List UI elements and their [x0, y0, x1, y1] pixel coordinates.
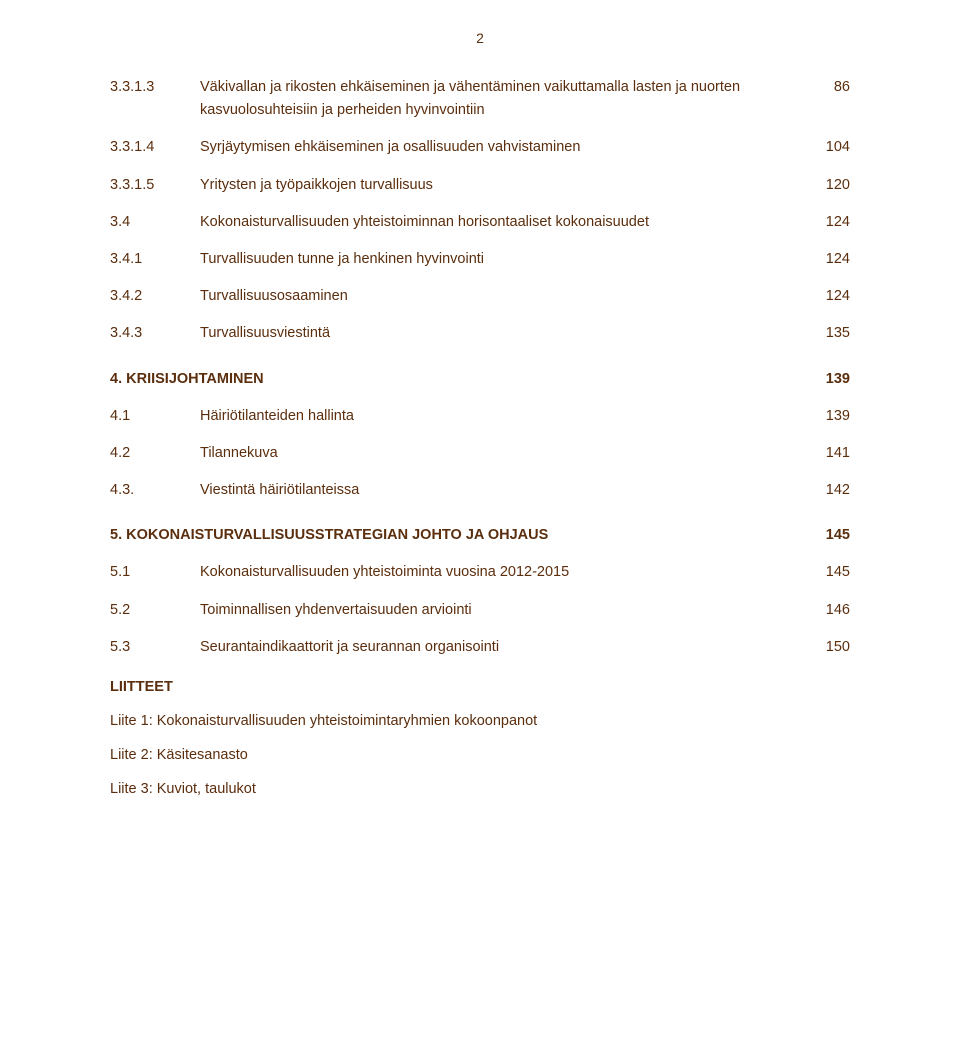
toc-page: 120 — [800, 174, 850, 197]
toc-page: 124 — [800, 248, 850, 271]
toc-page: 135 — [800, 322, 850, 345]
toc-page: 104 — [800, 136, 850, 159]
toc-entry: 3.4.1 Turvallisuuden tunne ja henkinen h… — [110, 248, 850, 271]
toc-page: 124 — [800, 285, 850, 308]
toc-id: 3.4.1 — [110, 248, 200, 271]
toc-page: 124 — [800, 211, 850, 234]
toc-id: 5.2 — [110, 599, 200, 622]
toc-entry: 3.3.1.5 Yritysten ja työpaikkojen turval… — [110, 174, 850, 197]
document-page: 2 3.3.1.3 Väkivallan ja rikosten ehkäise… — [55, 0, 905, 855]
toc-title: Toiminnallisen yhdenvertaisuuden arvioin… — [200, 599, 800, 622]
toc-entry: 5.1 Kokonaisturvallisuuden yhteistoimint… — [110, 561, 850, 584]
toc-title: Häiriötilanteiden hallinta — [200, 405, 800, 428]
toc-entry: 3.4.2 Turvallisuusosaaminen 124 — [110, 285, 850, 308]
toc-entry: 3.3.1.4 Syrjäytymisen ehkäiseminen ja os… — [110, 136, 850, 159]
toc-id: 5.1 — [110, 561, 200, 584]
toc-title: Kokonaisturvallisuuden yhteistoiminnan h… — [200, 211, 800, 234]
page-number: 2 — [110, 30, 850, 46]
toc-title: Seurantaindikaattorit ja seurannan organ… — [200, 636, 800, 659]
toc-section-heading: 5. KOKONAISTURVALLISUUSSTRATEGIAN JOHTO … — [110, 524, 850, 547]
toc-page: 150 — [800, 636, 850, 659]
toc-page: 142 — [800, 479, 850, 502]
toc-id: 4.3. — [110, 479, 200, 502]
toc-id: 3.4 — [110, 211, 200, 234]
appendix-heading: LIITTEET — [110, 679, 850, 695]
appendix-block: LIITTEET Liite 1: Kokonaisturvallisuuden… — [110, 679, 850, 797]
toc-entry: 4.2 Tilannekuva 141 — [110, 442, 850, 465]
toc-entry: 5.2 Toiminnallisen yhdenvertaisuuden arv… — [110, 599, 850, 622]
toc-id: 5.3 — [110, 636, 200, 659]
toc-entry: 4.3. Viestintä häiriötilanteissa 142 — [110, 479, 850, 502]
toc-title: Turvallisuusosaaminen — [200, 285, 800, 308]
appendix-item: Liite 1: Kokonaisturvallisuuden yhteisto… — [110, 713, 850, 729]
toc-title: Yritysten ja työpaikkojen turvallisuus — [200, 174, 800, 197]
toc-title: Väkivallan ja rikosten ehkäiseminen ja v… — [200, 76, 800, 122]
toc-page: 139 — [800, 368, 850, 391]
toc-id: 3.3.1.4 — [110, 136, 200, 159]
toc-entry: 3.4.3 Turvallisuusviestintä 135 — [110, 322, 850, 345]
toc-page: 141 — [800, 442, 850, 465]
appendix-item: Liite 3: Kuviot, taulukot — [110, 781, 850, 797]
toc-title: Tilannekuva — [200, 442, 800, 465]
toc-page: 146 — [800, 599, 850, 622]
toc-id: 3.3.1.3 — [110, 76, 200, 122]
toc-page: 145 — [800, 524, 850, 547]
toc-title: Viestintä häiriötilanteissa — [200, 479, 800, 502]
toc-title: Turvallisuuden tunne ja henkinen hyvinvo… — [200, 248, 800, 271]
toc-id: 3.4.2 — [110, 285, 200, 308]
toc-title: Syrjäytymisen ehkäiseminen ja osallisuud… — [200, 136, 800, 159]
toc-entry: 5.3 Seurantaindikaattorit ja seurannan o… — [110, 636, 850, 659]
toc-page: 86 — [800, 76, 850, 122]
toc-heading-text: 5. KOKONAISTURVALLISUUSSTRATEGIAN JOHTO … — [110, 524, 800, 547]
toc-section-heading: 4. KRIISIJOHTAMINEN 139 — [110, 368, 850, 391]
toc-page: 145 — [800, 561, 850, 584]
toc-id: 3.3.1.5 — [110, 174, 200, 197]
toc-entry: 4.1 Häiriötilanteiden hallinta 139 — [110, 405, 850, 428]
toc-title: Kokonaisturvallisuuden yhteistoiminta vu… — [200, 561, 800, 584]
toc-list: 3.3.1.3 Väkivallan ja rikosten ehkäisemi… — [110, 76, 850, 659]
toc-heading-text: 4. KRIISIJOHTAMINEN — [110, 368, 800, 391]
appendix-item: Liite 2: Käsitesanasto — [110, 747, 850, 763]
toc-page: 139 — [800, 405, 850, 428]
toc-entry: 3.3.1.3 Väkivallan ja rikosten ehkäisemi… — [110, 76, 850, 122]
toc-id: 4.1 — [110, 405, 200, 428]
toc-id: 4.2 — [110, 442, 200, 465]
toc-entry: 3.4 Kokonaisturvallisuuden yhteistoiminn… — [110, 211, 850, 234]
toc-id: 3.4.3 — [110, 322, 200, 345]
toc-title: Turvallisuusviestintä — [200, 322, 800, 345]
